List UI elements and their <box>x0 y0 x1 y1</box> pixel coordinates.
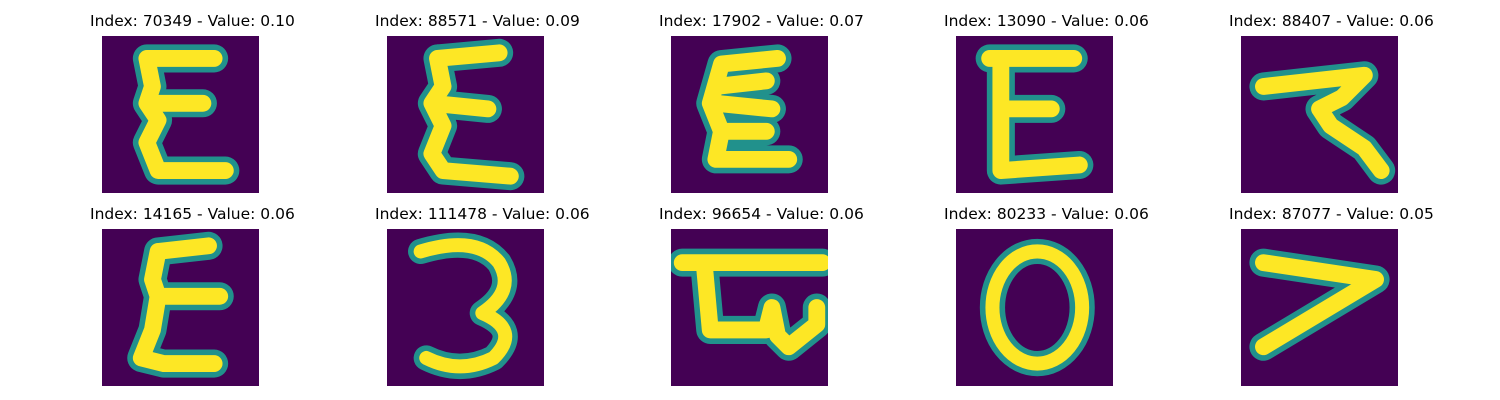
panel-title: Index: 96654 - Value: 0.06 <box>659 205 864 223</box>
panel-title: Index: 111478 - Value: 0.06 <box>375 205 590 223</box>
image-panel-4: Index: 13090 - Value: 0.06 <box>944 12 1149 202</box>
panel-title: Index: 80233 - Value: 0.06 <box>944 205 1149 223</box>
digit-image <box>102 36 259 193</box>
image-panel-2: Index: 88571 - Value: 0.09 <box>375 12 580 202</box>
digit-image <box>1241 36 1398 193</box>
panel-title: Index: 87077 - Value: 0.05 <box>1229 205 1434 223</box>
digit-image <box>671 36 828 193</box>
digit-image <box>387 36 544 193</box>
image-panel-9: Index: 80233 - Value: 0.06 <box>944 205 1149 395</box>
panel-title: Index: 17902 - Value: 0.07 <box>659 12 864 30</box>
image-panel-10: Index: 87077 - Value: 0.05 <box>1229 205 1434 395</box>
digit-image <box>387 229 544 386</box>
digit-image <box>956 229 1113 386</box>
digit-image <box>102 229 259 386</box>
image-panel-1: Index: 70349 - Value: 0.10 <box>90 12 295 202</box>
panel-title: Index: 70349 - Value: 0.10 <box>90 12 295 30</box>
image-panel-6: Index: 14165 - Value: 0.06 <box>90 205 295 395</box>
digit-image <box>671 229 828 386</box>
image-panel-3: Index: 17902 - Value: 0.07 <box>659 12 864 202</box>
panel-title: Index: 14165 - Value: 0.06 <box>90 205 295 223</box>
panel-title: Index: 88407 - Value: 0.06 <box>1229 12 1434 30</box>
image-panel-7: Index: 111478 - Value: 0.06 <box>375 205 590 395</box>
digit-image <box>1241 229 1398 386</box>
digit-image <box>956 36 1113 193</box>
image-panel-8: Index: 96654 - Value: 0.06 <box>659 205 864 395</box>
panel-title: Index: 88571 - Value: 0.09 <box>375 12 580 30</box>
image-panel-5: Index: 88407 - Value: 0.06 <box>1229 12 1434 202</box>
panel-title: Index: 13090 - Value: 0.06 <box>944 12 1149 30</box>
